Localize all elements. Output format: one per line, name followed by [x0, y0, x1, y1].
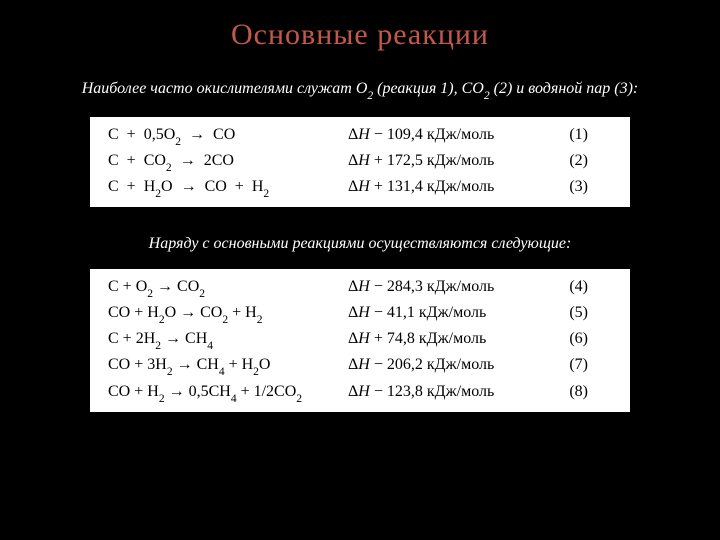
equation-row: CO + 3H2 → CH4 + H2OΔH − 206,2 кДж/моль(… [108, 353, 612, 379]
equation-dh: ΔH − 109,4 кДж/моль [348, 126, 548, 144]
equation-number: (5) [548, 304, 588, 322]
equation-number: (3) [548, 178, 588, 196]
equation-dh: ΔH − 284,3 кДж/моль [348, 278, 548, 296]
equation-dh: ΔH − 123,8 кДж/моль [348, 383, 548, 401]
equation-number: (2) [548, 152, 588, 170]
equation-lhs: C + H2O → CO + H2 [108, 178, 348, 198]
equation-row: C + 0,5O2 → COΔH − 109,4 кДж/моль(1) [108, 123, 612, 149]
equation-row: CO + H2 → 0,5CH4 + 1/2CO2ΔH − 123,8 кДж/… [108, 380, 612, 406]
equation-number: (4) [548, 278, 588, 296]
slide: Основные реакции Наиболее часто окислите… [0, 0, 720, 540]
equation-number: (7) [548, 356, 588, 374]
equation-row: C + CO2 → 2COΔH + 172,5 кДж/моль(2) [108, 149, 612, 175]
equation-lhs: C + CO2 → 2CO [108, 152, 348, 172]
equation-lhs: CO + H2O → CO2 + H2 [108, 304, 348, 324]
equation-number: (6) [548, 330, 588, 348]
equation-row: C + H2O → CO + H2ΔH + 131,4 кДж/моль(3) [108, 175, 612, 201]
equation-lhs: CO + 3H2 → CH4 + H2O [108, 356, 348, 376]
equation-dh: ΔH − 206,2 кДж/моль [348, 356, 548, 374]
equation-lhs: C + O2 → CO2 [108, 278, 348, 298]
equation-row: CO + H2O → CO2 + H2ΔH − 41,1 кДж/моль(5) [108, 301, 612, 327]
equation-row: C + O2 → CO2ΔH − 284,3 кДж/моль(4) [108, 275, 612, 301]
equation-number: (1) [548, 126, 588, 144]
equation-dh: ΔH + 172,5 кДж/моль [348, 152, 548, 170]
equation-lhs: C + 0,5O2 → CO [108, 126, 348, 146]
equation-number: (8) [548, 383, 588, 401]
equation-dh: ΔH + 74,8 кДж/моль [348, 330, 548, 348]
equation-lhs: CO + H2 → 0,5CH4 + 1/2CO2 [108, 383, 348, 403]
intro-text-2: Наряду с основными реакциями осуществляю… [60, 233, 660, 255]
equation-block-2: C + O2 → CO2ΔH − 284,3 кДж/моль(4)CO + H… [90, 269, 630, 412]
equation-row: C + 2H2 → CH4ΔH + 74,8 кДж/моль(6) [108, 327, 612, 353]
slide-title: Основные реакции [50, 18, 670, 52]
equation-lhs: C + 2H2 → CH4 [108, 330, 348, 350]
equation-block-1: C + 0,5O2 → COΔH − 109,4 кДж/моль(1)C + … [90, 117, 630, 208]
equation-dh: ΔH + 131,4 кДж/моль [348, 178, 548, 196]
equation-dh: ΔH − 41,1 кДж/моль [348, 304, 548, 322]
intro-text-1: Наиболее часто окислителями служат O2 (р… [60, 78, 660, 103]
